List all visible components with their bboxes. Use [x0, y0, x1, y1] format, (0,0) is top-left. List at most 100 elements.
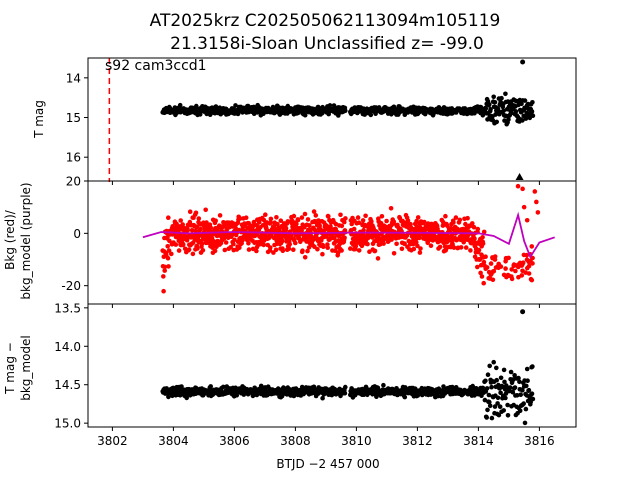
bkg-point: [299, 215, 305, 220]
detrended-point: [487, 399, 492, 405]
bkg-point: [178, 218, 183, 223]
y-tick-label: 15.0: [54, 417, 81, 431]
bkg-point: [501, 272, 507, 278]
bkg-point: [349, 221, 355, 227]
bkg-point: [369, 219, 374, 224]
bkg-point: [486, 276, 492, 281]
bkg-point: [415, 215, 421, 220]
bkg-point: [250, 246, 256, 252]
bkg-point: [516, 262, 522, 267]
bkg-point: [232, 237, 237, 243]
bkg-point: [279, 238, 285, 244]
bkg-point: [176, 248, 182, 253]
detrended-point: [521, 401, 526, 406]
detrended-point: [512, 385, 518, 390]
bkg-point: [325, 245, 331, 250]
bkg-point: [509, 276, 515, 282]
bkg-point: [212, 248, 218, 254]
bkg-point: [476, 247, 482, 253]
bkg-point: [490, 269, 496, 274]
bkg-tail-point: [520, 186, 525, 192]
detrended-point: [526, 387, 532, 393]
bkg-point: [363, 213, 368, 219]
bkg-point: [519, 273, 525, 278]
bkg-point: [326, 214, 331, 219]
bkg-point: [483, 266, 489, 272]
tmag-point: [327, 103, 333, 108]
detrended-point: [495, 395, 501, 401]
detrended-point: [514, 393, 520, 398]
tmag-point: [529, 109, 535, 114]
bkg-model-curve: [142, 211, 555, 259]
bkg-point: [417, 235, 422, 241]
bkg-point: [283, 225, 289, 231]
bkg-point: [251, 219, 257, 225]
x-axis-label: BTJD −2 457 000: [276, 457, 379, 471]
bkg-point: [422, 219, 427, 225]
bkg-point: [528, 276, 534, 282]
y-tick-label: 16: [66, 151, 81, 165]
detrended-point: [505, 413, 511, 418]
bkg-point: [472, 236, 477, 242]
bkg-point: [414, 240, 419, 245]
detrended-point: [529, 391, 535, 397]
tmag-point: [197, 112, 203, 117]
bkg-point: [211, 239, 216, 244]
chart-title-line2: 21.3158i-Sloan Unclassified z= -99.0: [170, 34, 484, 54]
bkg-point: [338, 212, 343, 218]
bkg-point: [228, 244, 233, 250]
bkg-point: [320, 251, 325, 257]
bkg-point: [189, 228, 195, 233]
bkg-point: [162, 268, 167, 273]
bkg-point: [166, 248, 172, 253]
bkg-point: [293, 240, 298, 246]
detrended-point: [510, 389, 516, 395]
detrended-point: [495, 401, 500, 406]
tmag-outlier-point: [520, 59, 526, 65]
bkg-point: [384, 218, 389, 224]
bkg-point: [317, 223, 323, 229]
detrended-point: [496, 412, 502, 418]
plot-area-1: [142, 183, 555, 294]
detrended-point: [492, 404, 498, 409]
tmag-point: [487, 102, 492, 107]
bkg-point: [520, 260, 526, 266]
bkg-point: [193, 210, 199, 216]
detrended-point: [320, 395, 325, 401]
y-tick-label: 15: [66, 111, 81, 125]
bkg-point: [166, 264, 171, 269]
bkg-point: [388, 206, 394, 211]
bkg-point: [231, 241, 236, 247]
tmag-point: [520, 118, 525, 123]
bkg-point: [360, 218, 366, 223]
panel-background: 20 0 -20: [61, 175, 577, 308]
detrended-point: [503, 395, 508, 401]
bkg-point: [300, 248, 305, 253]
tmag-point: [233, 103, 238, 108]
bkg-point: [481, 229, 487, 235]
bkg-point: [509, 267, 514, 272]
bkg-point: [305, 248, 310, 254]
tmag-point: [530, 100, 535, 105]
detrended-point: [329, 392, 335, 398]
bkg-point: [430, 238, 436, 243]
bkg-point: [417, 250, 423, 255]
bkg-point: [479, 274, 485, 279]
tmag-point: [491, 94, 497, 100]
bkg-point: [475, 226, 481, 232]
detrended-point: [507, 385, 513, 390]
bkg-point: [463, 221, 468, 227]
x-tick-label: 3808: [280, 434, 311, 448]
bkg-point: [356, 248, 362, 253]
detrended-point: [530, 364, 535, 369]
bkg-point: [488, 261, 494, 266]
detrended-point: [522, 420, 528, 426]
bkg-point: [391, 251, 397, 256]
tmag-point: [506, 117, 511, 122]
bkg-point: [394, 241, 399, 247]
bkg-point: [294, 221, 299, 227]
bkg-tail-point: [534, 199, 539, 205]
bkg-point: [187, 209, 193, 214]
bkg-point: [217, 213, 223, 218]
detrended-point: [530, 396, 536, 402]
